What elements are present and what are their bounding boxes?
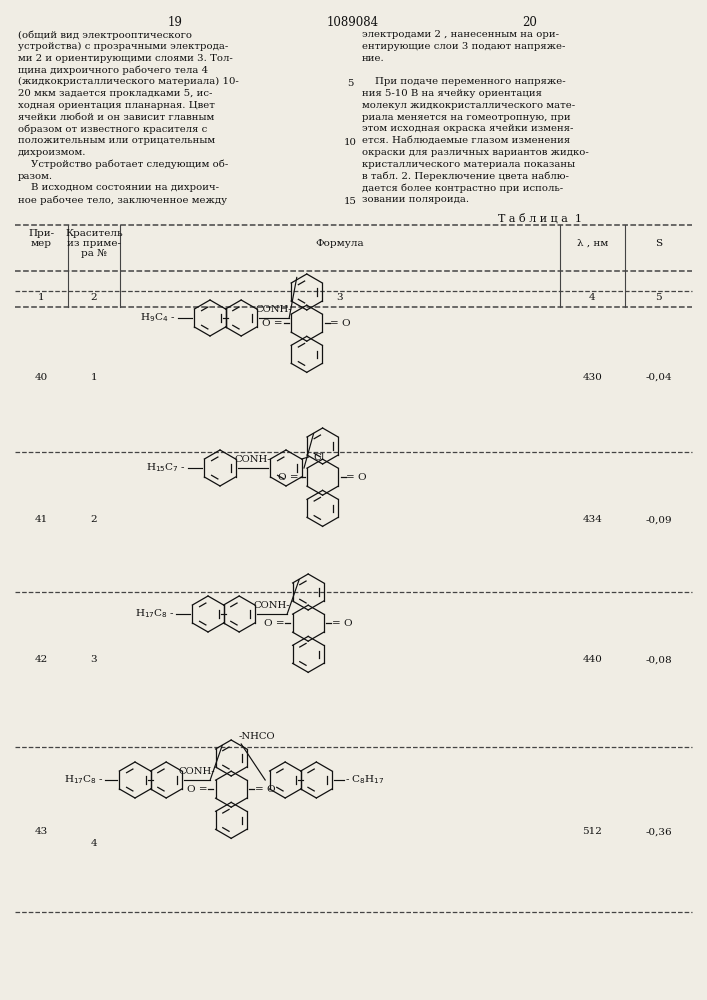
Text: O =: O = — [262, 319, 283, 328]
Text: CONH-: CONH- — [179, 766, 216, 776]
Text: положительным или отрицательным: положительным или отрицательным — [18, 136, 215, 145]
Text: из приме-: из приме- — [67, 239, 121, 248]
Text: Устройство работает следующим об-: Устройство работает следующим об- — [18, 160, 228, 169]
Text: 430: 430 — [583, 372, 602, 381]
Text: Т а б л и ц а  1: Т а б л и ц а 1 — [498, 213, 582, 224]
Text: молекул жидкокристаллического мате-: молекул жидкокристаллического мате- — [362, 101, 575, 110]
Text: зовании поляроида.: зовании поляроида. — [362, 195, 469, 204]
Text: = O: = O — [346, 473, 367, 482]
Text: ентирующие слои 3 подают напряже-: ентирующие слои 3 подают напряже- — [362, 42, 566, 51]
Text: риала меняется на гомеотропную, при: риала меняется на гомеотропную, при — [362, 113, 571, 122]
Text: ние.: ние. — [362, 54, 385, 63]
Text: Формула: Формула — [316, 239, 364, 248]
Text: ется. Наблюдаемые глазом изменения: ется. Наблюдаемые глазом изменения — [362, 136, 570, 145]
Text: 4: 4 — [589, 293, 596, 302]
Text: образом от известного красителя с: образом от известного красителя с — [18, 124, 207, 134]
Text: 2: 2 — [90, 516, 98, 524]
Text: 3: 3 — [337, 293, 344, 302]
Text: щина дихроичного рабочего тела 4: щина дихроичного рабочего тела 4 — [18, 65, 208, 75]
Text: мер: мер — [31, 239, 52, 248]
Text: (жидкокристаллического материала) 10-: (жидкокристаллического материала) 10- — [18, 77, 239, 86]
Text: Краситель: Краситель — [65, 229, 123, 238]
Text: 10: 10 — [344, 138, 356, 147]
Text: S: S — [655, 239, 662, 248]
Text: 434: 434 — [583, 516, 602, 524]
Text: 440: 440 — [583, 656, 602, 664]
Text: ми 2 и ориентирующими слоями 3. Тол-: ми 2 и ориентирующими слоями 3. Тол- — [18, 54, 233, 63]
Text: дихроизмом.: дихроизмом. — [18, 148, 86, 157]
Text: -0,36: -0,36 — [645, 828, 672, 836]
Text: CONH-: CONH- — [254, 600, 291, 609]
Text: 19: 19 — [168, 16, 182, 29]
Text: При-: При- — [28, 229, 54, 238]
Text: = O: = O — [255, 785, 276, 794]
Text: кристаллического материала показаны: кристаллического материала показаны — [362, 160, 575, 169]
Text: = O: = O — [332, 619, 353, 628]
Text: 1: 1 — [90, 372, 98, 381]
Text: 41: 41 — [35, 516, 48, 524]
Text: λ , нм: λ , нм — [577, 239, 608, 248]
Text: 1089084: 1089084 — [327, 16, 379, 29]
Text: - C$_8$H$_{17}$: - C$_8$H$_{17}$ — [344, 774, 384, 786]
Text: O =: O = — [279, 473, 299, 482]
Text: ра №: ра № — [81, 249, 107, 258]
Text: окраски для различных вариантов жидко-: окраски для различных вариантов жидко- — [362, 148, 589, 157]
Text: H$_9$C$_4$ -: H$_9$C$_4$ - — [140, 312, 176, 324]
Text: этом исходная окраска ячейки изменя-: этом исходная окраска ячейки изменя- — [362, 124, 573, 133]
Text: 3: 3 — [90, 656, 98, 664]
Text: Cl: Cl — [313, 452, 325, 462]
Text: -0,04: -0,04 — [645, 372, 672, 381]
Text: CONH-: CONH- — [256, 304, 293, 314]
Text: CONH-: CONH- — [235, 454, 271, 464]
Text: в табл. 2. Переключение цвета наблю-: в табл. 2. Переключение цвета наблю- — [362, 172, 569, 181]
Text: 1: 1 — [38, 293, 45, 302]
Text: 43: 43 — [35, 828, 48, 836]
Text: устройства) с прозрачными электрода-: устройства) с прозрачными электрода- — [18, 42, 228, 51]
Text: ячейки любой и он зависит главным: ячейки любой и он зависит главным — [18, 113, 214, 122]
Text: H$_{17}$C$_8$ -: H$_{17}$C$_8$ - — [64, 774, 104, 786]
Text: ходная ориентация планарная. Цвет: ходная ориентация планарная. Цвет — [18, 101, 215, 110]
Text: При подаче переменного напряже-: При подаче переменного напряже- — [362, 77, 566, 86]
Text: -0,09: -0,09 — [645, 516, 672, 524]
Text: 20 мкм задается прокладками 5, ис-: 20 мкм задается прокладками 5, ис- — [18, 89, 212, 98]
Text: 42: 42 — [35, 656, 48, 664]
Text: H$_{17}$C$_8$ -: H$_{17}$C$_8$ - — [135, 608, 175, 620]
Text: = O: = O — [330, 319, 351, 328]
Text: электродами 2 , нанесенным на ори-: электродами 2 , нанесенным на ори- — [362, 30, 559, 39]
Text: 40: 40 — [35, 372, 48, 381]
Text: -0,08: -0,08 — [645, 656, 672, 664]
Text: 5: 5 — [347, 79, 354, 88]
Text: 20: 20 — [522, 16, 537, 29]
Text: 4: 4 — [90, 840, 98, 848]
Text: 512: 512 — [583, 828, 602, 836]
Text: ния 5-10 В на ячейку ориентация: ния 5-10 В на ячейку ориентация — [362, 89, 542, 98]
Text: В исходном состоянии на дихроич-: В исходном состоянии на дихроич- — [18, 183, 219, 192]
Text: -NHCO: -NHCO — [239, 732, 276, 741]
Text: O =: O = — [264, 619, 284, 628]
Text: (общий вид электрооптического: (общий вид электрооптического — [18, 30, 192, 39]
Text: ное рабочее тело, заключенное между: ное рабочее тело, заключенное между — [18, 195, 227, 205]
Text: 2: 2 — [90, 293, 98, 302]
Text: H$_{15}$C$_7$ -: H$_{15}$C$_7$ - — [146, 462, 186, 474]
Text: 5: 5 — [655, 293, 662, 302]
Text: 15: 15 — [344, 197, 356, 206]
Text: дается более контрастно при исполь-: дается более контрастно при исполь- — [362, 183, 563, 193]
Text: O =: O = — [187, 785, 207, 794]
Text: разом.: разом. — [18, 172, 53, 181]
